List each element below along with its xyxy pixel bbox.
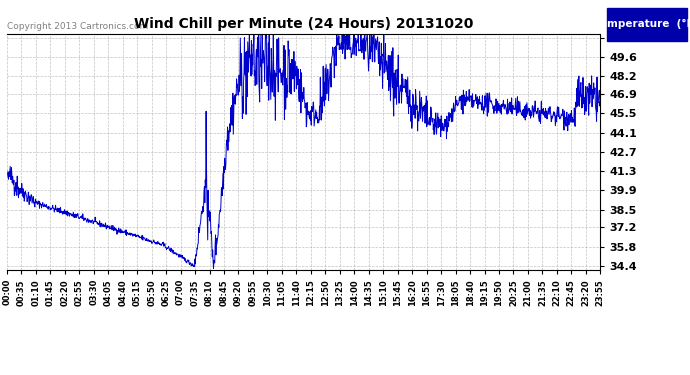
Text: Wind Chill per Minute (24 Hours) 20131020: Wind Chill per Minute (24 Hours) 2013102… — [134, 17, 473, 31]
Text: Temperature  (°F): Temperature (°F) — [594, 20, 690, 29]
Text: Copyright 2013 Cartronics.com: Copyright 2013 Cartronics.com — [7, 22, 148, 32]
